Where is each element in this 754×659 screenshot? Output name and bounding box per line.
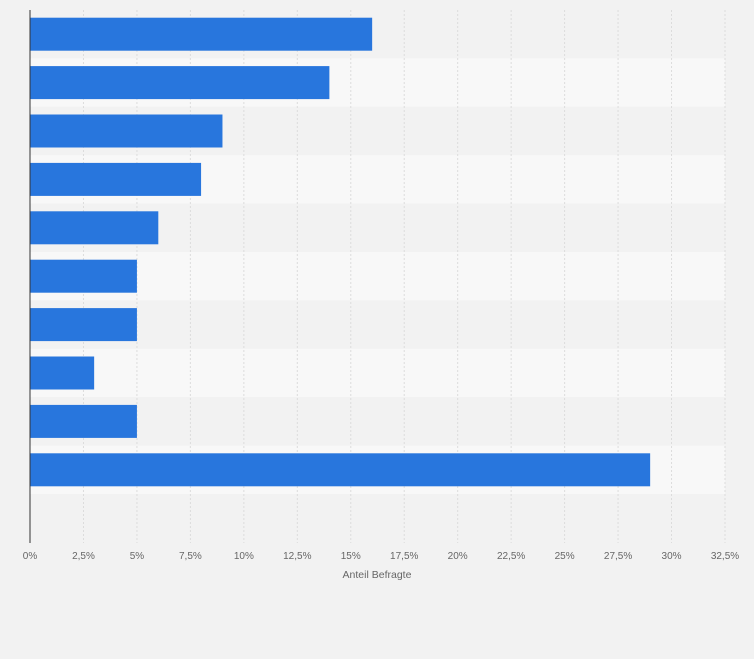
x-tick-label: 27,5% [604,551,632,562]
x-tick-label: 32,5% [711,551,739,562]
bar[interactable] [30,66,330,100]
x-tick-label: 5% [130,551,145,562]
row-band [30,348,725,398]
x-axis-title: Anteil Befragte [343,569,412,581]
bar[interactable] [30,211,159,245]
bar[interactable] [30,404,137,438]
bar[interactable] [30,259,137,293]
row-band [30,397,725,446]
x-tick-label: 2,5% [72,551,95,562]
x-tick-label: 0% [23,551,38,562]
bar[interactable] [30,356,95,390]
bar[interactable] [30,114,223,148]
x-tick-label: 7,5% [179,551,202,562]
x-tick-label: 12,5% [283,551,311,562]
x-tick-labels: 0% 2,5% 5% 7,5% 10% 12,5% 15% 17,5% 20% 22,5% 25% 2… [23,551,740,562]
bars [30,17,651,487]
bar[interactable] [30,453,651,487]
bar[interactable] [30,308,137,342]
bar[interactable] [30,17,373,51]
x-tick-label: 20% [448,551,468,562]
x-tick-label: 25% [555,551,575,562]
row-band [30,300,725,349]
x-tick-label: 17,5% [390,551,418,562]
bar[interactable] [30,162,202,196]
x-tick-label: 22,5% [497,551,525,562]
x-tick-label: 30% [662,551,682,562]
x-tick-label: 10% [234,551,254,562]
x-tick-label: 15% [341,551,361,562]
row-band [30,252,725,301]
